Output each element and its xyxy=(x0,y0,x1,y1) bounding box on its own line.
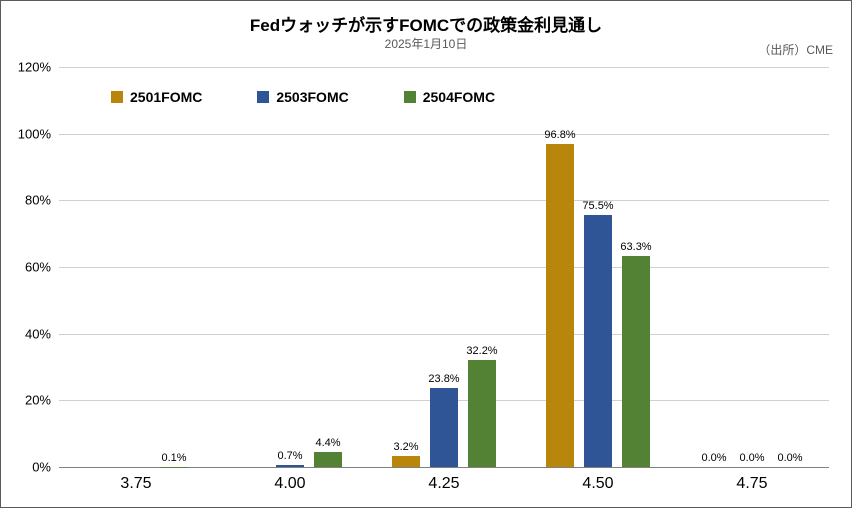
bar-value-label: 3.2% xyxy=(393,441,418,453)
chart-subtitle: 2025年1月10日 xyxy=(1,35,851,52)
ytick-label: 0% xyxy=(32,460,51,475)
bar-value-label: 63.3% xyxy=(620,241,651,253)
bar-value-label: 75.5% xyxy=(582,200,613,212)
bar: 75.5% xyxy=(584,215,612,467)
bar: 4.4% xyxy=(314,452,342,467)
xtick-label: 4.75 xyxy=(736,475,767,493)
bar: 96.8% xyxy=(546,144,574,467)
bar-value-label: 0.0% xyxy=(701,452,726,464)
chart-source: （出所）CME xyxy=(758,41,833,58)
xtick-label: 4.25 xyxy=(428,475,459,493)
gridline xyxy=(59,200,829,201)
ytick-label: 80% xyxy=(25,193,51,208)
ytick-label: 40% xyxy=(25,326,51,341)
bar-value-label: 0.7% xyxy=(277,450,302,462)
xtick-label: 4.50 xyxy=(582,475,613,493)
bar: 32.2% xyxy=(468,360,496,467)
gridline xyxy=(59,334,829,335)
bar-value-label: 0.1% xyxy=(161,452,186,464)
xtick-label: 3.75 xyxy=(120,475,151,493)
bar: 23.8% xyxy=(430,388,458,467)
bar: 0.7% xyxy=(276,465,304,467)
bar-value-label: 96.8% xyxy=(544,129,575,141)
ytick-label: 20% xyxy=(25,393,51,408)
gridline xyxy=(59,267,829,268)
gridline xyxy=(59,134,829,135)
bar-value-label: 0.0% xyxy=(777,452,802,464)
bar-value-label: 32.2% xyxy=(466,345,497,357)
plot-area: 0%20%40%60%80%100%120%3.750.1%4.000.7%4.… xyxy=(59,67,829,467)
bar: 63.3% xyxy=(622,256,650,467)
chart-title: Fedウォッチが示すFOMCでの政策金利見通し xyxy=(1,11,851,36)
bar-value-label: 0.0% xyxy=(739,452,764,464)
ytick-label: 60% xyxy=(25,260,51,275)
gridline xyxy=(59,67,829,68)
bar-value-label: 4.4% xyxy=(315,437,340,449)
bar-value-label: 23.8% xyxy=(428,373,459,385)
ytick-label: 120% xyxy=(18,60,51,75)
chart-frame: Fedウォッチが示すFOMCでの政策金利見通し 2025年1月10日 （出所）C… xyxy=(0,0,852,508)
xtick-label: 4.00 xyxy=(274,475,305,493)
bar: 3.2% xyxy=(392,456,420,467)
ytick-label: 100% xyxy=(18,126,51,141)
